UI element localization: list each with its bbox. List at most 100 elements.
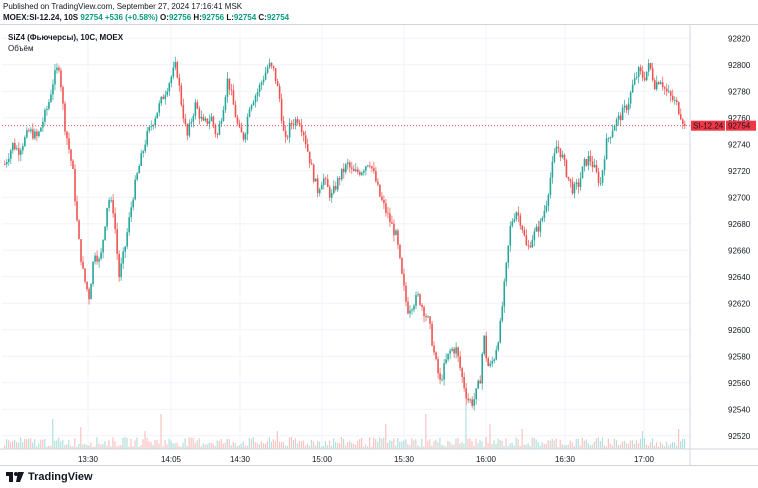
candle (381, 192, 383, 202)
volume-bar (643, 438, 646, 449)
volume-bar (264, 443, 266, 449)
last-price-marker: SI-12.24 92754 (2, 120, 756, 131)
volume-bar (411, 438, 413, 449)
candle (457, 346, 459, 363)
volume-bar (557, 446, 559, 449)
candle (605, 133, 608, 160)
candle (467, 393, 469, 404)
volume-bar (64, 445, 66, 449)
candle (116, 222, 118, 260)
legend-title: SiZ4 (Фьючерсы), 10С, MOEX (8, 33, 124, 42)
volume-bar (481, 441, 483, 449)
volume-bar (156, 439, 158, 449)
candle (629, 90, 632, 109)
candle (609, 136, 612, 144)
candle (186, 123, 189, 141)
candle (515, 211, 518, 222)
volume-bar (12, 441, 14, 449)
volume-bar (599, 440, 601, 449)
volume-bar (473, 446, 475, 449)
candle (401, 257, 403, 275)
volume-bar (515, 437, 517, 449)
volume-bar (36, 446, 38, 449)
candle (160, 96, 163, 107)
candle (248, 107, 251, 118)
volume-bar (172, 443, 174, 449)
volume-bar (206, 444, 208, 449)
volume-bar (92, 446, 94, 449)
volume-bar (349, 440, 351, 449)
candle (397, 228, 399, 250)
candle (218, 120, 221, 136)
candle (340, 168, 343, 182)
volume-bar (357, 440, 359, 449)
volume-bar (178, 445, 180, 449)
candle (455, 342, 457, 359)
candle (557, 140, 560, 153)
candle (507, 245, 510, 269)
volume-bar (110, 446, 112, 449)
volume-bar (377, 442, 379, 449)
candle (427, 315, 429, 319)
candle (142, 149, 145, 158)
volume-bar (268, 437, 270, 449)
candle (134, 175, 136, 201)
chart-pane[interactable]: 92520 92540 92560 92580 92600 92620 92640 92660… (0, 24, 758, 466)
volume-bar (465, 404, 467, 449)
candle (475, 388, 477, 405)
volume-bar (208, 442, 210, 449)
candle (653, 77, 656, 91)
volume-bar (671, 442, 674, 449)
volume-bar (379, 437, 381, 449)
volume-bar (495, 443, 497, 449)
candle (206, 118, 209, 127)
candle (503, 278, 506, 313)
volume-bar (447, 440, 449, 449)
candle (294, 116, 297, 130)
price-axis[interactable]: 92520 92540 92560 92580 92600 92620 92640 92660… (689, 25, 751, 465)
candle (675, 96, 678, 106)
volume-bar (252, 437, 254, 449)
volume-bar (72, 446, 74, 449)
volume-bar (258, 444, 260, 449)
candle (491, 356, 494, 368)
candle (459, 351, 461, 371)
candle (184, 113, 187, 126)
candle (541, 216, 544, 223)
candle (266, 64, 269, 75)
candle (547, 193, 550, 212)
candle (655, 75, 658, 91)
volume-bar (645, 444, 648, 449)
volume-bar (625, 443, 628, 449)
candle (166, 87, 169, 98)
volume-bar (549, 440, 551, 449)
volume-bar (555, 438, 557, 449)
price-chart[interactable]: 92520 92540 92560 92580 92600 92620 92640 92660… (0, 25, 758, 465)
volume-bar (116, 446, 118, 449)
candle (601, 169, 604, 186)
volume-bar (651, 438, 654, 449)
volume-bar (170, 440, 172, 449)
volume-bar (503, 445, 505, 449)
candle (645, 71, 648, 82)
candle (300, 118, 303, 137)
time-axis[interactable]: 13:30 14:05 14:30 15:00 15:30 16:00 16:30 17:00 (0, 448, 758, 464)
candle (551, 156, 554, 184)
candle (489, 360, 492, 368)
candle (132, 196, 134, 211)
volume-bar (282, 442, 285, 449)
tradingview-logo[interactable]: TradingView (6, 471, 93, 483)
candle (411, 308, 413, 315)
volume-bar (457, 437, 459, 449)
volume-bar (513, 445, 515, 449)
x-tick-label: 13:30 (78, 455, 99, 464)
volume-bar (88, 445, 90, 449)
volume-bar (200, 446, 202, 449)
high-value: 92756 (201, 13, 225, 22)
candle (144, 139, 147, 154)
volume-bar (461, 442, 463, 449)
volume-bar (236, 446, 238, 449)
candle (377, 178, 379, 187)
volume-bar (629, 440, 632, 449)
volume-bar (633, 443, 636, 449)
